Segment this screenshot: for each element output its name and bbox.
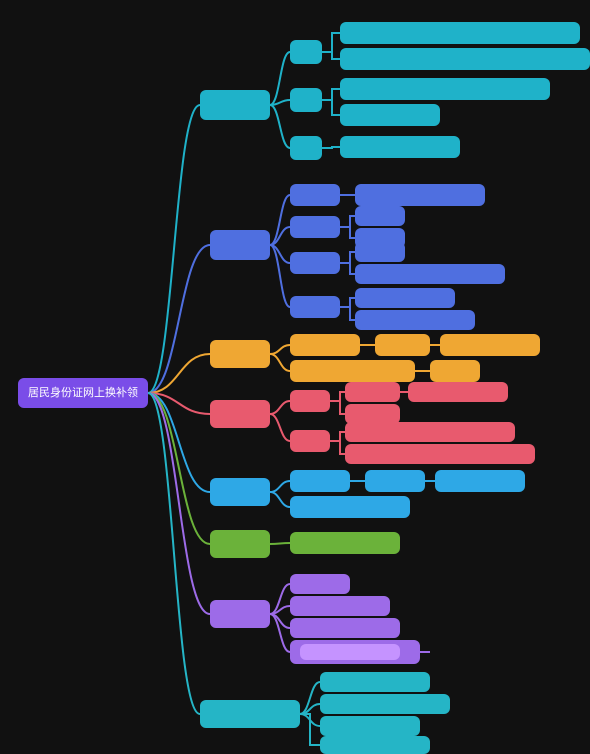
child-node[interactable] [320,672,430,692]
edge [148,105,200,393]
child-node[interactable] [290,390,330,412]
edge [340,307,355,320]
leaf-node[interactable] [340,22,580,44]
edge [270,105,290,148]
edge [322,147,340,148]
branch-node[interactable] [200,90,270,120]
branch-node[interactable] [210,400,270,428]
edge [270,401,290,414]
edge [340,216,355,227]
edge [270,354,290,371]
child-node[interactable] [290,334,360,356]
child-node[interactable] [290,184,340,206]
child-node[interactable] [290,40,322,64]
leaf-node[interactable] [345,444,535,464]
leaf-node[interactable] [440,334,540,356]
child-node[interactable] [290,252,340,274]
leaf-node[interactable] [340,104,440,126]
leaf-node[interactable] [340,78,550,100]
branch-node[interactable] [210,478,270,506]
child-node[interactable] [320,694,450,714]
child-node[interactable] [290,136,322,160]
leaf-node[interactable] [340,48,590,70]
edge [270,606,290,614]
child-node[interactable] [290,596,390,616]
child-node[interactable] [290,360,415,382]
edge [270,543,290,544]
root-label: 居民身份证网上换补领 [28,385,138,399]
edge [148,393,210,614]
edge [148,393,210,544]
leaf-node[interactable] [340,136,460,158]
edge [340,252,355,263]
leaf-node[interactable] [320,736,430,754]
child-node[interactable] [320,716,420,736]
edge [340,227,355,238]
child-node[interactable] [290,496,410,518]
edge [322,89,340,100]
edge [300,714,320,745]
branch-node[interactable] [210,230,270,260]
leaf-node[interactable] [355,206,405,226]
leaf-node[interactable] [408,382,508,402]
leaf-node[interactable] [435,470,525,492]
leaf-node[interactable] [355,242,405,262]
leaf-node[interactable] [345,404,400,424]
leaf-node[interactable] [355,310,475,330]
child-node[interactable] [290,216,340,238]
child-node[interactable] [290,618,400,638]
child-node[interactable] [290,296,340,318]
leaf-node[interactable] [355,288,455,308]
child-node[interactable] [290,574,350,594]
edge [340,298,355,307]
edge [270,52,290,105]
edge [148,245,210,393]
mindmap-canvas: 居民身份证网上换补领 [0,0,590,754]
child-node[interactable] [290,470,350,492]
edge [330,441,345,454]
edge [322,52,340,59]
branch-node[interactable] [200,700,300,728]
branch-node[interactable] [210,600,270,628]
branch-node[interactable] [210,340,270,368]
leaf-node[interactable] [300,644,400,660]
child-node[interactable] [290,532,400,554]
edge [270,481,290,492]
edge [330,432,345,441]
edge [340,263,355,274]
edge [330,401,345,414]
leaf-node[interactable] [355,184,485,206]
child-node[interactable] [290,430,330,452]
branch-node[interactable] [210,530,270,558]
child-node[interactable] [290,88,322,112]
leaf-node[interactable] [345,422,515,442]
leaf-node[interactable] [355,264,505,284]
edge [270,414,290,441]
edge [322,33,340,52]
edge [270,345,290,354]
edge [330,392,345,401]
leaf-node[interactable] [430,360,480,382]
edge [270,492,290,507]
edge [322,100,340,115]
